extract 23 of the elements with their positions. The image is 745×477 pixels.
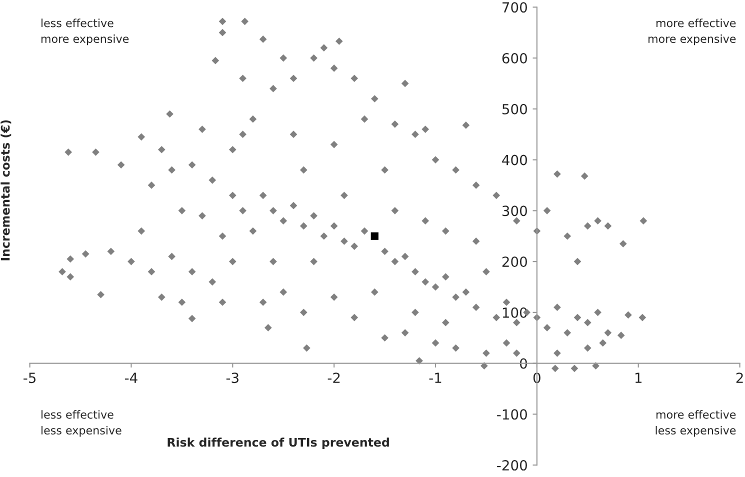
y-tick-label: 0: [520, 358, 527, 369]
annotation: less effective more expensive: [41, 18, 129, 46]
y-tick-label: 400: [502, 154, 527, 166]
y-axis-title: Incremental costs (€): [0, 120, 12, 260]
x-tick-label: -5: [24, 372, 36, 384]
y-tick-label: -200: [497, 460, 527, 471]
x-tick-label: -2: [328, 372, 340, 383]
y-tick-label: -100: [497, 409, 527, 420]
y-tick-label: 700: [502, 2, 527, 13]
x-tick-label: -4: [124, 372, 138, 383]
x-tick-label: 0: [533, 372, 540, 384]
x-tick-label: -3: [226, 372, 238, 384]
y-tick-label: 200: [502, 256, 527, 268]
x-tick-label: 1: [635, 372, 642, 383]
annotation: more effective less expensive: [656, 410, 736, 437]
x-axis-title: Risk difference of UTIs prevented: [168, 438, 389, 450]
x-tick-label: 2: [736, 372, 743, 383]
annotation: more effective more expensive: [648, 18, 736, 46]
y-tick-label: 300: [502, 206, 527, 216]
annotation: less effective less expensive: [41, 410, 122, 437]
x-tick-label: -1: [429, 372, 442, 383]
y-tick-label: 600: [502, 53, 527, 64]
y-tick-label: 500: [502, 104, 527, 114]
